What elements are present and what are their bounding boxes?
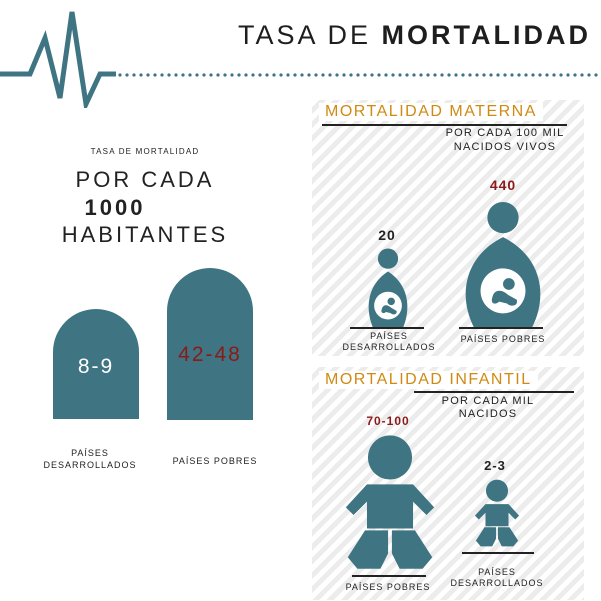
infant-developed-label-1: PAÍSES bbox=[478, 567, 516, 577]
infant-title: MORTALIDAD INFANTIL bbox=[319, 371, 538, 389]
infant-poor-value: 70-100 bbox=[366, 414, 410, 428]
infant-sub-2: NACIDOS bbox=[458, 408, 518, 420]
general-line1: POR CADA bbox=[75, 167, 215, 192]
general-line2: 1000 bbox=[84, 195, 146, 220]
general-label: TASA DE MORTALIDAD bbox=[90, 147, 200, 156]
pregnant-woman-icon bbox=[368, 248, 408, 328]
infant-developed-label-2: DESARROLLADOS bbox=[450, 578, 544, 588]
maternal-poor-rule bbox=[459, 327, 543, 329]
infant-rule bbox=[414, 391, 574, 393]
poor-label: PAÍSES POBRES bbox=[172, 456, 258, 466]
infant-poor-label: PAÍSES POBRES bbox=[345, 582, 431, 592]
maternal-developed-rule bbox=[350, 327, 424, 329]
page-title: TASA DE MORTALIDAD bbox=[238, 20, 591, 51]
developed-label-2: DESARROLLADOS bbox=[43, 460, 137, 470]
maternal-title: MORTALIDAD MATERNA bbox=[319, 103, 543, 121]
infant-poor-rule bbox=[352, 575, 426, 577]
maternal-sub-1: POR CADA 100 MIL bbox=[445, 127, 565, 139]
maternal-poor-label: PAÍSES POBRES bbox=[460, 334, 546, 344]
developed-label-1: PAÍSES bbox=[71, 448, 109, 458]
title-prefix: TASA DE bbox=[238, 20, 382, 50]
maternal-sub-2: NACIDOS VIVOS bbox=[453, 141, 557, 153]
maternal-poor-value: 440 bbox=[489, 177, 517, 193]
maternal-developed-label-1: PAÍSES bbox=[370, 331, 408, 341]
infant-developed-value: 2-3 bbox=[484, 458, 506, 473]
developed-rate: 8-9 bbox=[77, 355, 115, 378]
baby-icon-small bbox=[474, 479, 520, 547]
maternal-developed-label-2: DESARROLLADOS bbox=[342, 342, 436, 352]
infant-sub-1: POR CADA MIL bbox=[441, 395, 535, 407]
dotted-divider bbox=[118, 73, 601, 77]
heartbeat-icon bbox=[0, 11, 116, 108]
maternal-developed-value: 20 bbox=[378, 227, 396, 243]
maternal-panel bbox=[312, 100, 584, 356]
infant-developed-rule bbox=[462, 552, 534, 554]
maternal-rule bbox=[322, 124, 567, 126]
title-emphasis: MORTALIDAD bbox=[381, 20, 592, 50]
baby-icon bbox=[345, 435, 435, 569]
developed-tombstone: 8-9 bbox=[53, 309, 139, 419]
general-line3: HABITANTES bbox=[61, 222, 229, 247]
poor-tombstone: 42-48 bbox=[167, 268, 253, 420]
poor-rate: 42-48 bbox=[178, 343, 242, 366]
pregnant-woman-icon-large bbox=[465, 201, 541, 327]
